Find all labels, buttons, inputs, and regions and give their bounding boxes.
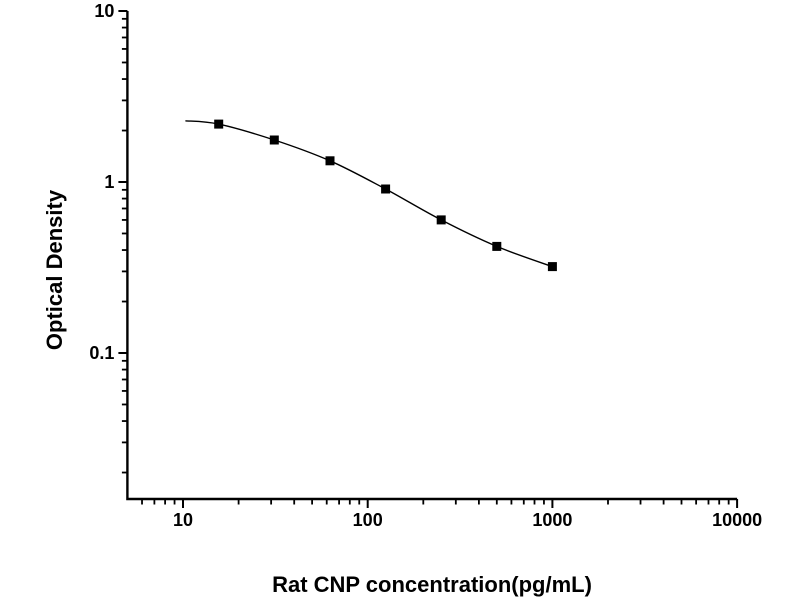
x-axis-title: Rat CNP concentration(pg/mL) xyxy=(272,572,592,597)
axes xyxy=(126,11,738,501)
axis-tick-labels: 10 100 1000 10000 10 1 0.1 xyxy=(89,1,762,530)
data-point-marker xyxy=(492,241,502,251)
data-point-marker xyxy=(381,184,391,194)
x-tick-label: 1000 xyxy=(532,510,572,530)
y-tick-label: 1 xyxy=(104,172,114,192)
data-series xyxy=(185,119,557,272)
data-point-marker xyxy=(325,156,335,166)
y-tick-label: 0.1 xyxy=(89,343,114,363)
x-tick-label: 10000 xyxy=(712,510,762,530)
data-point-marker xyxy=(436,215,446,225)
y-tick-label: 10 xyxy=(94,1,114,21)
x-tick-label: 100 xyxy=(353,510,383,530)
axis-frame xyxy=(126,11,738,501)
axis-ticks xyxy=(118,10,739,509)
data-point-marker xyxy=(214,119,224,129)
data-point-marker xyxy=(547,262,557,272)
x-tick-label: 10 xyxy=(173,510,193,530)
data-point-marker xyxy=(269,135,279,145)
y-axis-title: Optical Density xyxy=(42,189,67,350)
